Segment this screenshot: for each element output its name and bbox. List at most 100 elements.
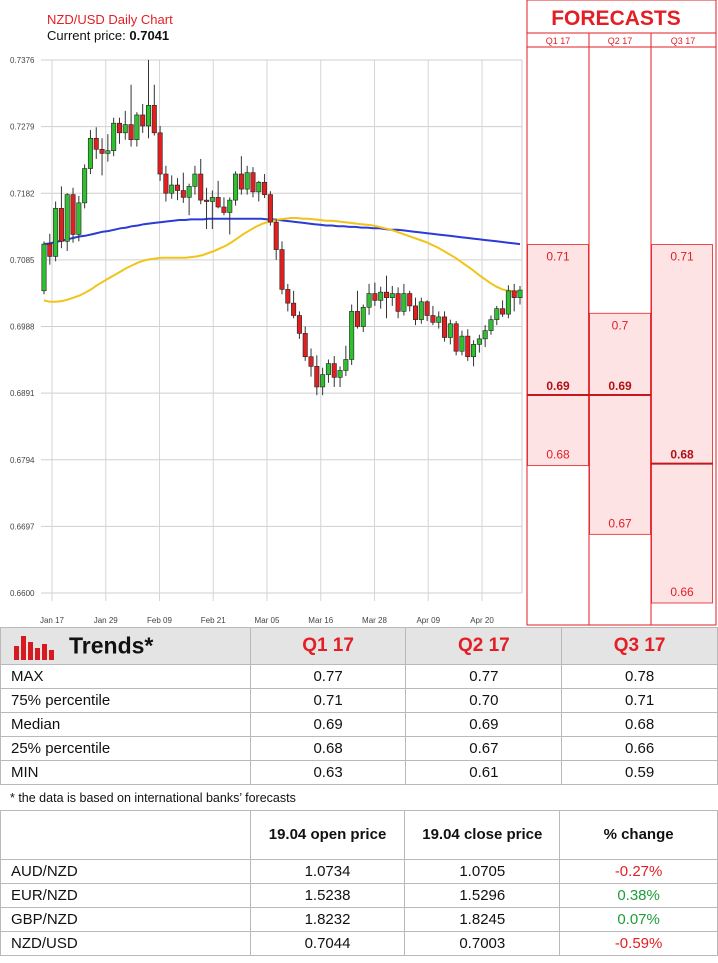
candle-body xyxy=(186,186,192,198)
trends-cell: 0.77 xyxy=(249,664,407,689)
candle-body xyxy=(128,124,134,140)
candle-up xyxy=(244,165,250,195)
chart-title: NZD/USD Daily Chart xyxy=(47,12,173,27)
candle-body xyxy=(517,289,523,298)
candle-body xyxy=(424,301,430,316)
candle-body xyxy=(360,306,366,327)
candle-body xyxy=(273,221,279,250)
trends-cell: 0.70 xyxy=(405,688,563,713)
candle-down xyxy=(128,84,134,147)
forecast-title: FORECASTS xyxy=(551,7,681,30)
candle-up xyxy=(325,359,331,383)
candle-body xyxy=(291,302,297,316)
candle-up xyxy=(349,304,355,365)
candle-down xyxy=(93,127,99,159)
candle-down xyxy=(424,300,430,322)
x-tick-label: Apr 09 xyxy=(416,616,440,625)
fx-change: 0.07% xyxy=(559,907,718,932)
candle-body xyxy=(325,363,331,375)
candle-up xyxy=(517,285,523,305)
fx-close: 1.0705 xyxy=(404,859,561,884)
y-tick-label: 0.6988 xyxy=(10,323,35,332)
candle-down xyxy=(354,290,360,329)
candle-up xyxy=(482,325,488,348)
candle-up xyxy=(337,366,343,387)
candle-down xyxy=(285,283,291,312)
candle-up xyxy=(476,334,482,353)
trends-title: Trends* xyxy=(69,632,154,659)
candle-body xyxy=(442,316,448,338)
candle-up xyxy=(256,180,262,202)
candle-body xyxy=(500,308,506,315)
candle-up xyxy=(82,164,88,209)
candle-up xyxy=(378,286,384,309)
trends-cell: 0.69 xyxy=(405,712,563,737)
trends-header-q1: Q1 17 xyxy=(249,627,407,665)
candle-body xyxy=(47,243,53,257)
candle-down xyxy=(302,326,308,361)
trends-row: 25% percentile 0.68 0.67 0.66 xyxy=(0,736,718,761)
candle-body xyxy=(163,173,169,194)
candle-body xyxy=(145,105,151,127)
candle-body xyxy=(76,202,82,235)
y-tick-label: 0.7279 xyxy=(10,123,35,132)
candle-body xyxy=(296,315,302,334)
trends-row: 75% percentile 0.71 0.70 0.71 xyxy=(0,688,718,713)
candle-up xyxy=(41,241,47,295)
candle-body xyxy=(175,184,181,191)
candle-body xyxy=(343,359,349,371)
forecast-low-label: 0.66 xyxy=(670,585,694,599)
candle-down xyxy=(70,187,76,243)
candle-body xyxy=(349,311,355,360)
x-tick-label: Feb 09 xyxy=(147,616,172,625)
candle-body xyxy=(494,308,500,320)
candle-body xyxy=(134,114,140,140)
trends-row: Median 0.69 0.69 0.68 xyxy=(0,712,718,737)
candle-body xyxy=(244,172,250,190)
forecast-median-label: 0.69 xyxy=(546,379,570,393)
forecast-columns: 0.71 0.69 0.68 0.7 0.69 0.67 0.71 0.68 0.66 xyxy=(527,244,713,604)
forecast-range-box xyxy=(527,244,589,467)
candle-down xyxy=(407,290,413,312)
candle-up xyxy=(366,283,372,315)
trends-row-label: MIN xyxy=(0,760,251,785)
forecast-low-label: 0.68 xyxy=(546,448,570,462)
candle-body xyxy=(151,105,157,134)
trends-row-label: 25% percentile xyxy=(0,736,251,761)
fx-close: 1.5296 xyxy=(404,883,561,908)
x-tick-label: Mar 28 xyxy=(362,616,387,625)
candle-down xyxy=(198,158,204,205)
candle-body xyxy=(453,323,459,352)
x-axis-ticks: Jan 17 Jan 29 Feb 09 Feb 21 Mar 05 Mar 16 Mar … xyxy=(40,616,494,625)
candle-body xyxy=(64,194,70,242)
candle-down xyxy=(465,329,471,361)
trends-header-q2: Q2 17 xyxy=(405,627,563,665)
candle-up xyxy=(64,193,70,251)
candle-down xyxy=(511,283,517,312)
candle-body xyxy=(262,181,268,195)
candle-up xyxy=(227,197,233,235)
forecast-low-label: 0.67 xyxy=(608,516,632,530)
trends-cell: 0.67 xyxy=(405,736,563,761)
candle-up xyxy=(447,319,453,345)
trends-cell: 0.78 xyxy=(561,664,718,689)
candle-body xyxy=(459,335,465,352)
fx-table: 19.04 open price 19.04 close price % cha… xyxy=(0,810,718,956)
candle-down xyxy=(273,218,279,260)
chart-and-forecast-panel: 0.7376 0.7279 0.7182 0.7085 0.6988 0.6891 0.67… xyxy=(10,0,717,626)
fx-row: GBP/NZD 1.8232 1.8245 0.07% xyxy=(0,907,718,932)
candle-down xyxy=(163,165,169,202)
trends-header-q3: Q3 17 xyxy=(561,627,718,665)
candle-down xyxy=(58,186,64,249)
fx-row: NZD/USD 0.7044 0.7003 -0.59% xyxy=(0,931,718,956)
fx-close: 0.7003 xyxy=(404,931,561,956)
trends-row-label: Median xyxy=(0,712,251,737)
candle-down xyxy=(262,174,268,199)
forecast-q2-header: Q2 17 xyxy=(608,36,633,46)
trends-cell: 0.63 xyxy=(249,760,407,785)
candle-up xyxy=(320,367,326,396)
candle-down xyxy=(291,290,297,319)
fx-pair: EUR/NZD xyxy=(0,883,251,908)
candle-body xyxy=(279,249,285,290)
y-tick-label: 0.7376 xyxy=(10,56,35,65)
